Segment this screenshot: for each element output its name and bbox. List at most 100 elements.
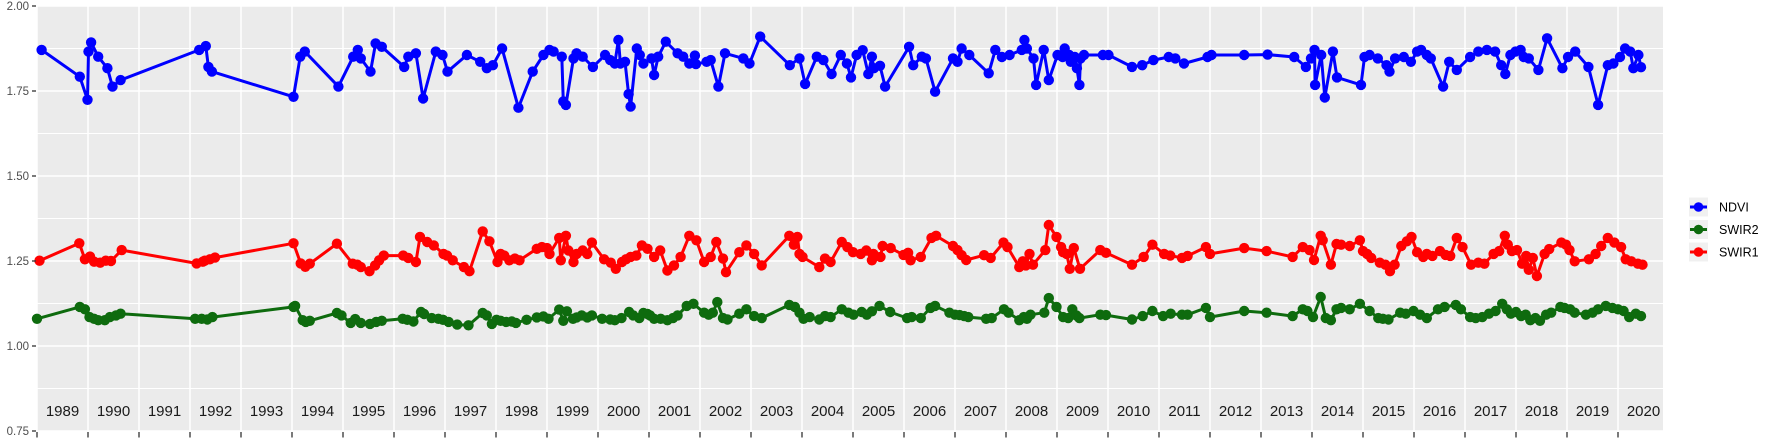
swir2-point (1439, 301, 1450, 313)
ndvi-point (1364, 49, 1375, 61)
swir2-point (1126, 314, 1138, 325)
swir1-point (1457, 241, 1468, 253)
swir1-point (514, 255, 525, 266)
legend-label: SWIR1 (1719, 246, 1759, 260)
swir2-point (616, 312, 627, 324)
ndvi-point (1262, 49, 1273, 60)
ndvi-point (299, 46, 310, 57)
ndvi-point (399, 61, 410, 73)
legend: NDVI SWIR2 SWIR1 (1689, 197, 1759, 262)
swir1-point (582, 248, 593, 260)
swir2-point (1063, 312, 1074, 324)
swir2-point (443, 316, 454, 328)
swir2-point (558, 315, 569, 326)
ndvi-point (333, 81, 344, 92)
x-year-label: 2002 (709, 403, 742, 420)
swir1-point (1531, 270, 1543, 282)
x-year-label: 2011 (1168, 403, 1200, 420)
ndvi-point (1437, 81, 1449, 92)
ndvi-point (1614, 51, 1626, 63)
swir1-point (1516, 258, 1528, 269)
ndvi-point (1389, 53, 1401, 64)
swir2-point (915, 312, 926, 324)
swir2-point (586, 310, 598, 321)
swir1-point (1354, 235, 1366, 246)
swir2-point (906, 311, 917, 323)
swir2-point (1569, 307, 1580, 318)
swir1-point (985, 252, 996, 264)
swir2-point (1204, 311, 1216, 323)
swir1-point (1051, 231, 1062, 243)
swir2-point (1239, 305, 1250, 317)
ndvi-point (1178, 58, 1190, 69)
swir1-point (788, 239, 799, 250)
swir1-point (1024, 248, 1035, 260)
swir1-point (1590, 248, 1601, 260)
swir1-point (655, 245, 666, 256)
swir1-point (288, 238, 299, 249)
swir1-point (642, 243, 653, 254)
legend-key-point (1693, 202, 1704, 212)
swir1-point (34, 255, 45, 266)
ndvi-point (755, 31, 766, 42)
swir1-point (711, 236, 722, 248)
swir1-point (428, 240, 439, 251)
ndvi-point (920, 53, 932, 64)
ndvi-point (1541, 33, 1553, 44)
swir1-point (784, 230, 795, 241)
swir1-point (705, 251, 716, 263)
ndvi-point (352, 44, 363, 56)
x-year-label: 1998 (505, 403, 538, 420)
swir1-point (1287, 251, 1298, 263)
swir2-point (1383, 314, 1394, 325)
swir1-point (1637, 259, 1648, 270)
swir1-point (1204, 248, 1216, 260)
swir1-point (1427, 250, 1438, 262)
swir2-point (1354, 298, 1366, 309)
ndvi-point (1464, 51, 1476, 63)
ndvi-point (845, 72, 857, 83)
swir2-point (336, 310, 347, 321)
ndvi-point (107, 81, 118, 92)
y-tick-label: 1.75 (7, 86, 29, 98)
swir1-point (1325, 259, 1337, 270)
ndvi-point (1319, 92, 1331, 103)
ndvi-point (841, 58, 853, 69)
swir2-point (929, 300, 941, 312)
ndvi-point (1289, 51, 1300, 63)
x-year-label: 1999 (556, 403, 589, 420)
ndvi-point (648, 69, 660, 81)
swir1-point (410, 256, 422, 268)
ndvi-point (956, 43, 967, 54)
ndvi-point (288, 91, 299, 103)
x-year-label: 2006 (913, 403, 946, 420)
swir2-series (31, 291, 1647, 331)
swir1-point (1002, 241, 1013, 253)
x-year-label: 2016 (1423, 403, 1456, 420)
swir1-point (631, 250, 642, 261)
ndvi-point (1078, 49, 1090, 61)
legend-item-swir2: SWIR2 (1689, 220, 1759, 239)
ndvi-point (719, 48, 731, 59)
swir1-point (209, 252, 221, 263)
swir1-point (447, 255, 458, 266)
ndvi-point (1557, 62, 1568, 74)
ndvi-point (1126, 61, 1138, 73)
swir1-point (1389, 259, 1400, 270)
ndvi-point (1592, 99, 1604, 111)
ndvi-point (74, 71, 86, 82)
swir1-point (1344, 240, 1355, 252)
y-tick-label: 1.25 (7, 256, 29, 268)
ndvi-point (1355, 79, 1367, 91)
swir1-point (734, 247, 745, 258)
y-tick-label: 0.75 (7, 426, 29, 438)
ndvi-point (1028, 53, 1039, 64)
swir1-point (1040, 244, 1051, 256)
swir1-point (1261, 245, 1272, 257)
ndvi-point (1633, 49, 1644, 61)
ndvi-point (1625, 46, 1636, 57)
swir1-point (1147, 239, 1158, 250)
ndvi-point (1030, 79, 1042, 91)
swir1-point (875, 251, 886, 263)
